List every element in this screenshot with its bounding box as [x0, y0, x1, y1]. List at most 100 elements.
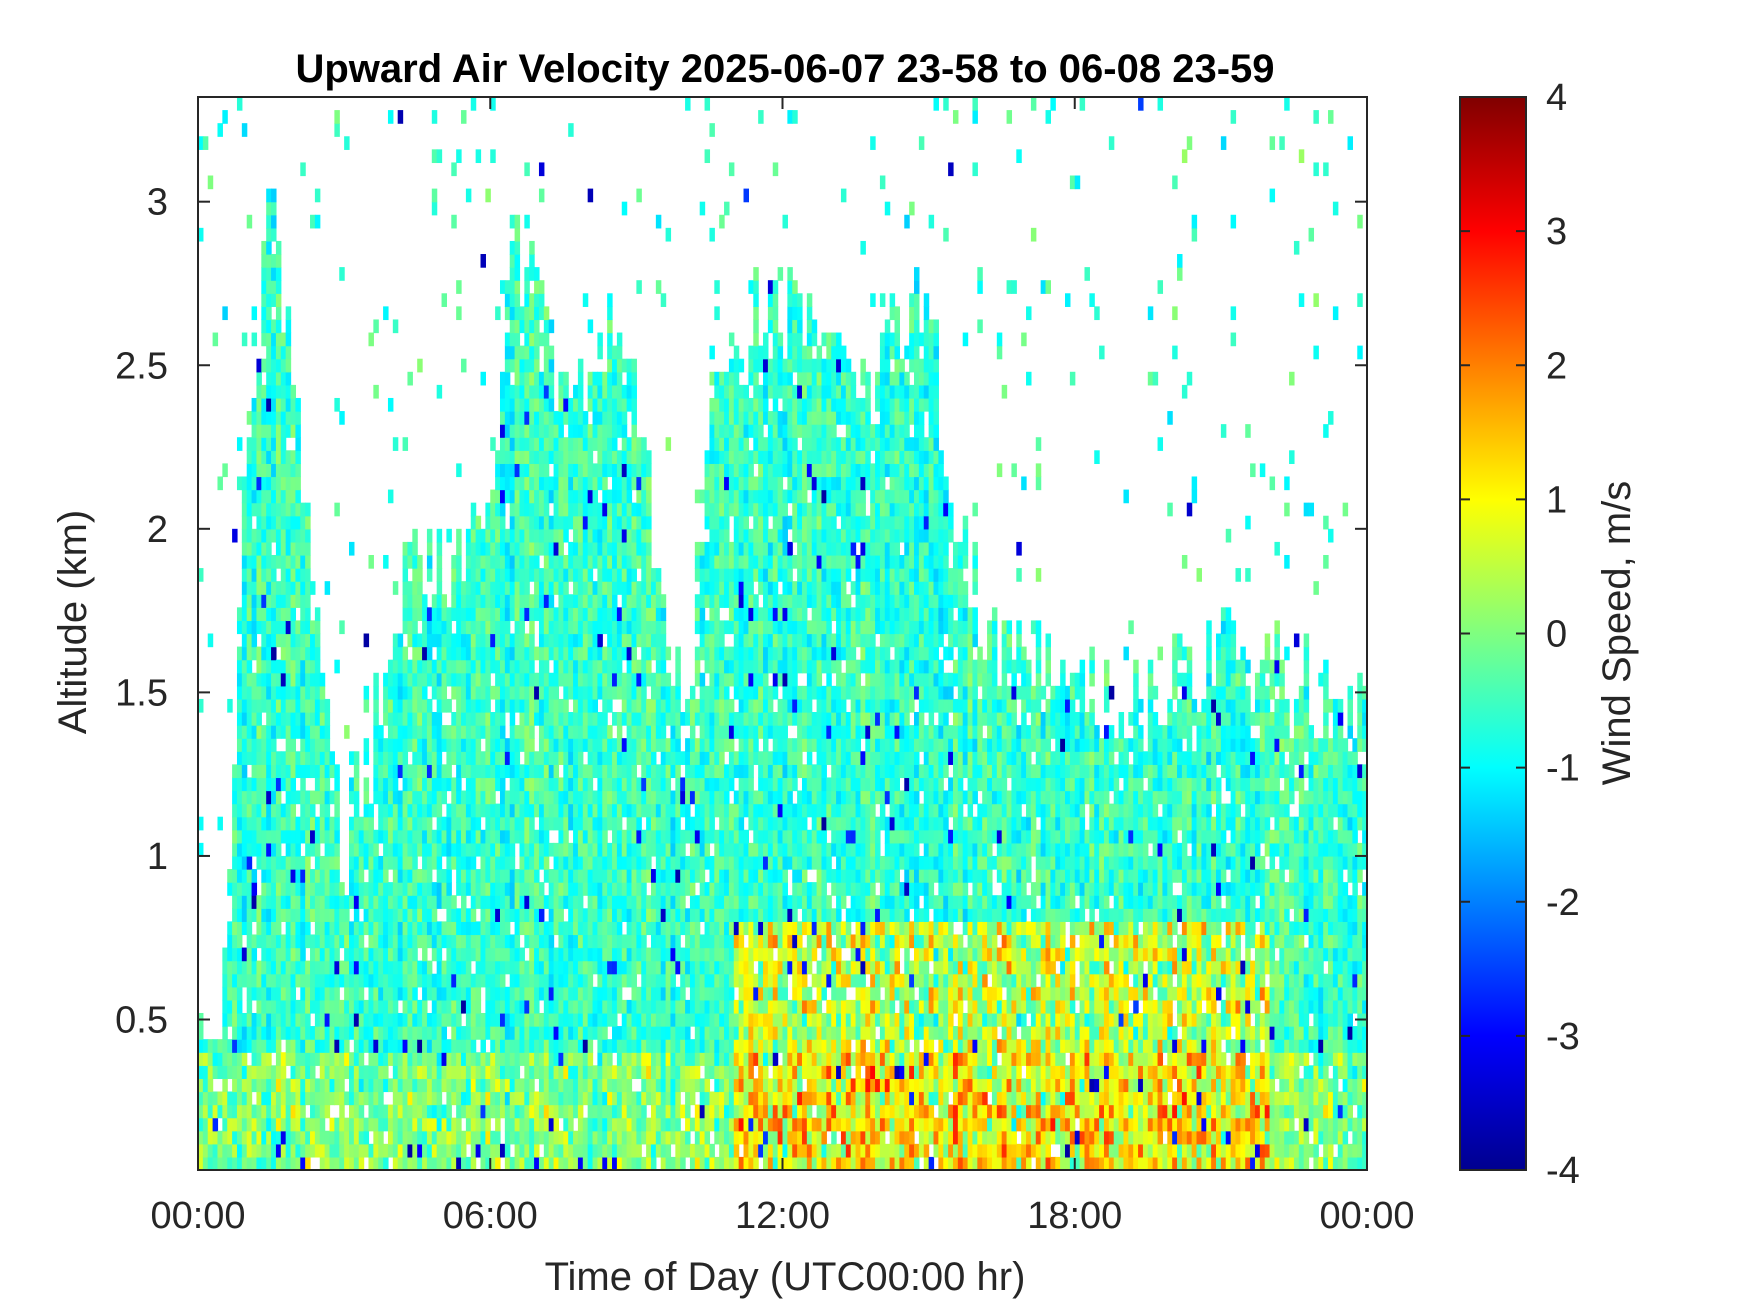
- heatmap-cell: [553, 1130, 560, 1145]
- heatmap-cell: [558, 633, 564, 648]
- heatmap-cell: [534, 267, 540, 281]
- heatmap-cell: [704, 725, 711, 739]
- heatmap-cell: [582, 581, 589, 595]
- heatmap-cell: [397, 869, 404, 883]
- heatmap-cell: [319, 1117, 326, 1132]
- heatmap-cell: [461, 803, 467, 818]
- heatmap-cell: [256, 620, 262, 635]
- heatmap-cell: [641, 934, 647, 949]
- heatmap-cell: [412, 712, 418, 726]
- heatmap-cell: [392, 712, 399, 726]
- heatmap-cell: [538, 280, 545, 294]
- heatmap-cell: [587, 685, 594, 700]
- heatmap-cell: [431, 764, 438, 779]
- heatmap-cell: [631, 882, 637, 896]
- heatmap-cell: [461, 869, 467, 883]
- heatmap-cell: [451, 568, 457, 582]
- heatmap-cell: [577, 581, 584, 595]
- heatmap-cell: [563, 568, 569, 582]
- heatmap-cell: [621, 554, 628, 569]
- heatmap-cell: [485, 685, 491, 700]
- heatmap-cell: [538, 594, 545, 608]
- heatmap-cell: [577, 607, 584, 622]
- heatmap-cell: [553, 921, 560, 936]
- heatmap-cell: [675, 712, 681, 726]
- heatmap-cell: [232, 790, 238, 805]
- heatmap-cell: [597, 476, 603, 491]
- heatmap-cell: [470, 777, 477, 792]
- heatmap-cell: [680, 829, 686, 844]
- heatmap-cell: [641, 541, 647, 556]
- heatmap-cell: [339, 1026, 345, 1040]
- heatmap-cell: [563, 371, 569, 386]
- heatmap-cell: [524, 829, 530, 844]
- heatmap-cell: [222, 1078, 228, 1093]
- heatmap-cell: [305, 1143, 311, 1158]
- heatmap-cell: [650, 895, 657, 909]
- heatmap-cell: [266, 358, 272, 373]
- heatmap-cell: [631, 960, 637, 975]
- heatmap-cell: [636, 1143, 642, 1158]
- heatmap-cell: [300, 934, 306, 949]
- heatmap-cell: [621, 777, 628, 792]
- heatmap-cell: [202, 1052, 209, 1066]
- heatmap-cell: [475, 594, 482, 608]
- heatmap-cell: [641, 1091, 647, 1106]
- heatmap-cell: [558, 855, 564, 870]
- heatmap-cell: [241, 725, 248, 739]
- heatmap-cell: [582, 698, 589, 713]
- heatmap-cell: [227, 986, 233, 1001]
- heatmap-cell: [217, 816, 223, 831]
- heatmap-cell: [236, 659, 243, 674]
- heatmap-cell: [631, 528, 637, 543]
- heatmap-cell: [495, 934, 501, 949]
- heatmap-cell: [616, 960, 623, 975]
- heatmap-cell: [621, 908, 628, 922]
- heatmap-cell: [568, 659, 574, 674]
- heatmap-cell: [480, 921, 486, 936]
- heatmap-cell: [573, 712, 579, 726]
- heatmap-cell: [285, 554, 292, 569]
- heatmap-cell: [256, 476, 262, 491]
- heatmap-cell: [612, 594, 618, 608]
- heatmap-cell: [524, 672, 530, 687]
- heatmap-cell: [650, 620, 657, 635]
- heatmap-cell: [280, 803, 287, 818]
- heatmap-cell: [461, 816, 467, 831]
- heatmap-cell: [621, 829, 628, 844]
- heatmap-cell: [504, 1078, 511, 1093]
- heatmap-cell: [582, 685, 589, 700]
- heatmap-cell: [558, 908, 564, 922]
- heatmap-cell: [655, 973, 662, 988]
- heatmap-cell: [339, 999, 345, 1014]
- heatmap-cell: [573, 659, 579, 674]
- heatmap-cell: [271, 345, 277, 360]
- heatmap-cell: [592, 554, 599, 569]
- heatmap-cell: [256, 842, 262, 857]
- heatmap-cell: [636, 816, 642, 831]
- heatmap-cell: [543, 1078, 550, 1093]
- heatmap-cell: [529, 450, 535, 464]
- heatmap-cell: [665, 986, 672, 1001]
- heatmap-cell: [251, 1065, 258, 1080]
- heatmap-cell: [300, 620, 306, 635]
- heatmap-cell: [256, 1026, 262, 1040]
- heatmap-cell: [626, 397, 633, 412]
- heatmap-cell: [592, 803, 599, 818]
- heatmap-cell: [392, 1065, 399, 1080]
- heatmap-cell: [612, 541, 618, 556]
- heatmap-cell: [441, 620, 448, 635]
- heatmap-cell: [553, 1143, 560, 1158]
- heatmap-cell: [353, 1104, 360, 1119]
- heatmap-cell: [616, 554, 623, 569]
- heatmap-cell: [236, 869, 243, 883]
- heatmap-cell: [436, 738, 443, 752]
- heatmap-cell: [241, 476, 248, 491]
- heatmap-cell: [602, 725, 608, 739]
- heatmap-cell: [631, 725, 637, 739]
- heatmap-cell: [612, 882, 618, 896]
- heatmap-cell: [529, 502, 535, 517]
- heatmap-cell: [641, 1026, 647, 1040]
- heatmap-cell: [612, 411, 618, 425]
- heatmap-cell: [266, 515, 272, 530]
